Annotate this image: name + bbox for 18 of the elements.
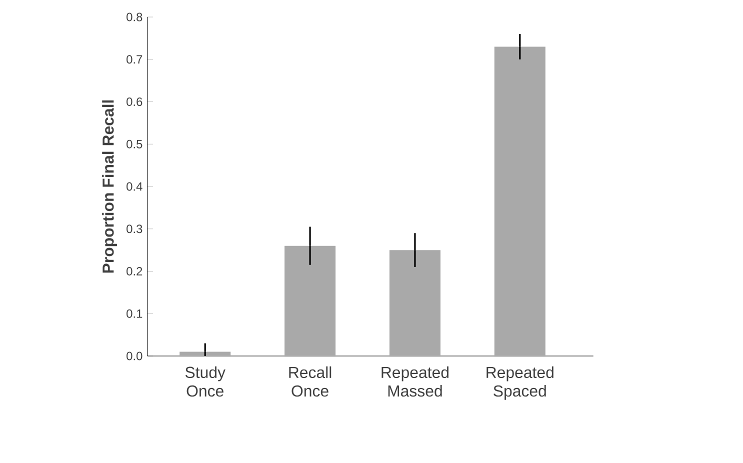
x-tick-label: Recall Once bbox=[289, 366, 332, 397]
y-axis-title: Proportion Final Recall bbox=[102, 100, 117, 273]
y-tick-label: 0.5 bbox=[126, 140, 142, 148]
bar bbox=[494, 46, 546, 356]
bar bbox=[284, 246, 336, 356]
x-tick-label: Repeated Massed bbox=[382, 366, 448, 397]
y-tick-label: 0.4 bbox=[126, 182, 142, 191]
bar bbox=[389, 250, 440, 356]
y-tick-label: 0.1 bbox=[126, 309, 142, 318]
y-tick-label: 0.2 bbox=[126, 267, 142, 276]
x-tick-label: Repeated Spaced bbox=[486, 366, 554, 400]
y-tick-label: 0.6 bbox=[126, 98, 142, 106]
x-tick-label: Study Once bbox=[185, 366, 226, 397]
y-tick-label: 0.8 bbox=[126, 12, 142, 22]
y-tick-label: 0.0 bbox=[126, 352, 142, 360]
bar bbox=[180, 352, 231, 356]
y-tick-label: 0.7 bbox=[126, 55, 142, 64]
y-tick-label: 0.3 bbox=[126, 224, 142, 234]
